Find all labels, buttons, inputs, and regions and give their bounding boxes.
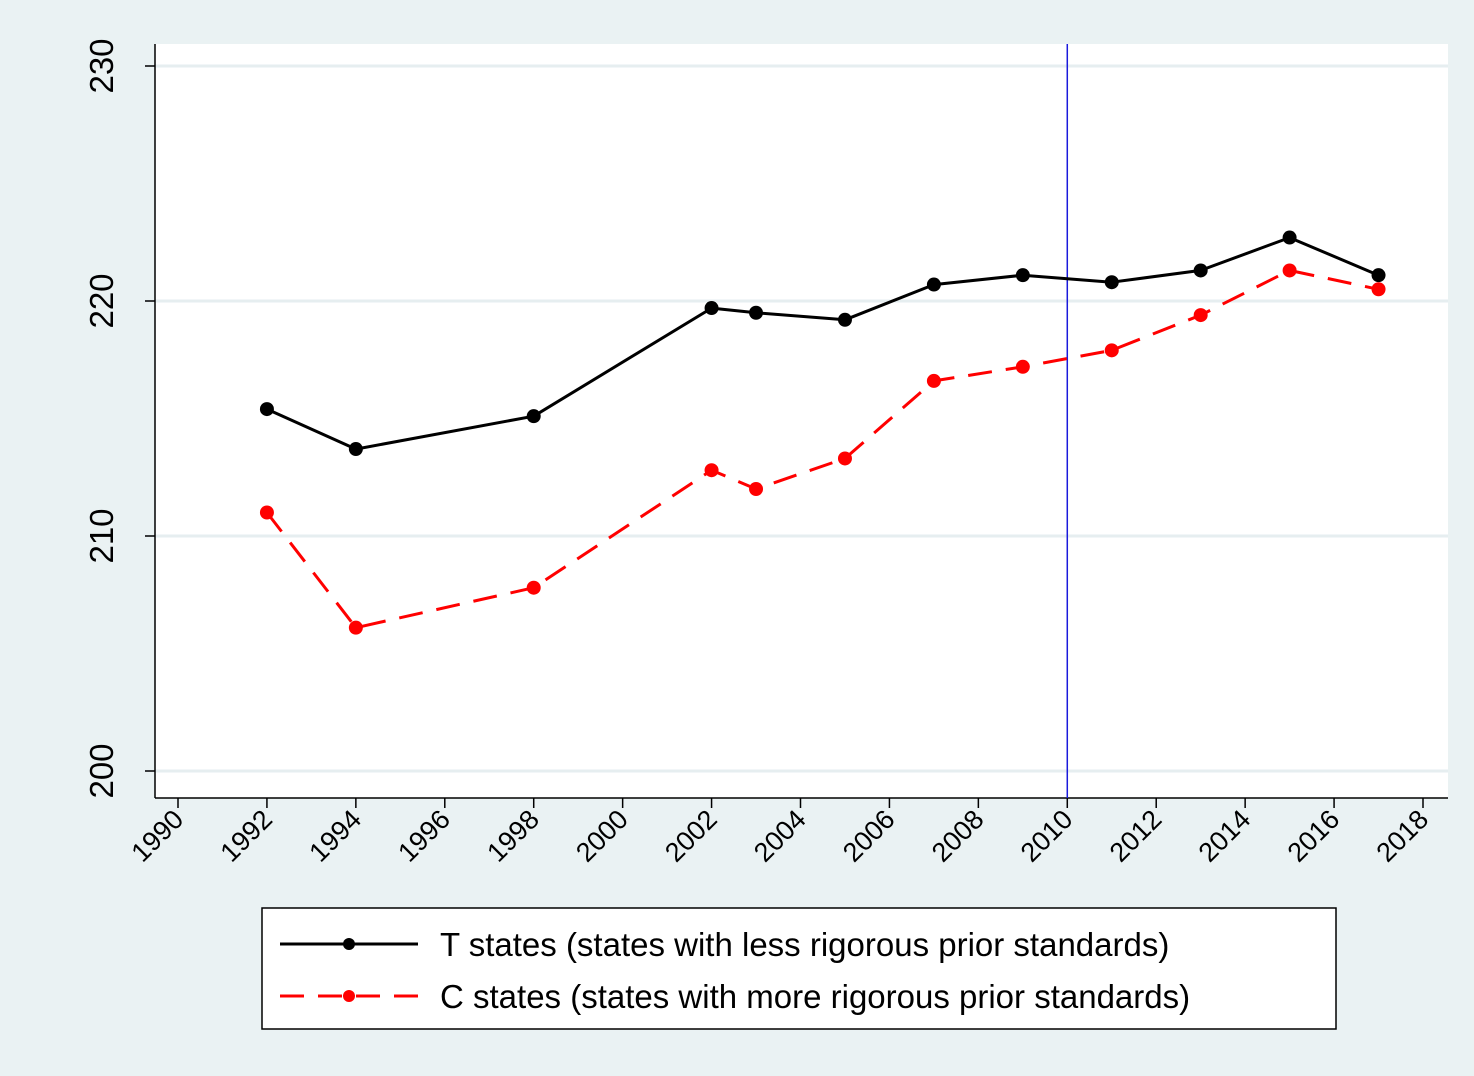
series-0-point-2013 xyxy=(1193,263,1208,278)
series-0-point-2017 xyxy=(1371,268,1386,283)
y-tick-label-220: 220 xyxy=(83,273,120,328)
legend-label-c-states: C states (states with more rigorous prio… xyxy=(440,978,1190,1015)
series-0-point-2015 xyxy=(1282,230,1297,245)
series-1-point-2003 xyxy=(749,482,764,496)
plot-area xyxy=(155,44,1448,798)
series-1-point-2002 xyxy=(704,463,719,478)
series-line-1 xyxy=(265,268,1379,630)
y-tick-label-200: 200 xyxy=(83,743,120,798)
legend-item-c-states: C states (states with more rigorous prio… xyxy=(280,978,1190,1015)
y-tick-label-230: 230 xyxy=(83,38,120,93)
series-1-point-1992 xyxy=(259,505,274,520)
series xyxy=(259,230,1386,635)
gridlines xyxy=(155,64,1448,773)
series-1-point-2007 xyxy=(926,373,941,388)
series-0-point-1994 xyxy=(348,442,363,457)
series-0-point-1998 xyxy=(526,409,541,424)
series-0 xyxy=(259,230,1386,457)
series-1-point-1994 xyxy=(348,620,363,635)
series-1 xyxy=(259,263,1386,635)
legend: T states (states with less rigorous prio… xyxy=(261,907,1337,1030)
series-1-point-2017 xyxy=(1371,282,1386,297)
series-1-point-1998 xyxy=(526,580,541,595)
legend-box xyxy=(261,907,1337,1030)
series-0-point-2011 xyxy=(1104,275,1119,290)
legend-marker-t-states xyxy=(343,938,355,950)
series-1-point-2009 xyxy=(1015,359,1030,374)
series-0-point-2005 xyxy=(837,312,852,327)
series-line-0 xyxy=(266,236,1380,451)
legend-label-t-states: T states (states with less rigorous prio… xyxy=(440,926,1169,963)
legend-item-t-states: T states (states with less rigorous prio… xyxy=(280,926,1169,963)
y-tick-label-210: 210 xyxy=(83,508,120,563)
series-0-point-2009 xyxy=(1015,268,1030,283)
series-1-point-2015 xyxy=(1282,263,1297,278)
series-1-point-2013 xyxy=(1193,308,1208,323)
series-1-point-2005 xyxy=(837,451,852,466)
y-axis-ticks: 200 210 220 230 xyxy=(83,38,155,799)
series-0-point-2002 xyxy=(704,301,719,316)
legend-marker-c-states xyxy=(343,990,355,1002)
series-0-point-2003 xyxy=(749,305,764,320)
axes xyxy=(154,44,1448,799)
series-0-point-2007 xyxy=(926,277,941,292)
series-0-point-1992 xyxy=(259,402,274,417)
series-1-point-2011 xyxy=(1104,343,1119,358)
